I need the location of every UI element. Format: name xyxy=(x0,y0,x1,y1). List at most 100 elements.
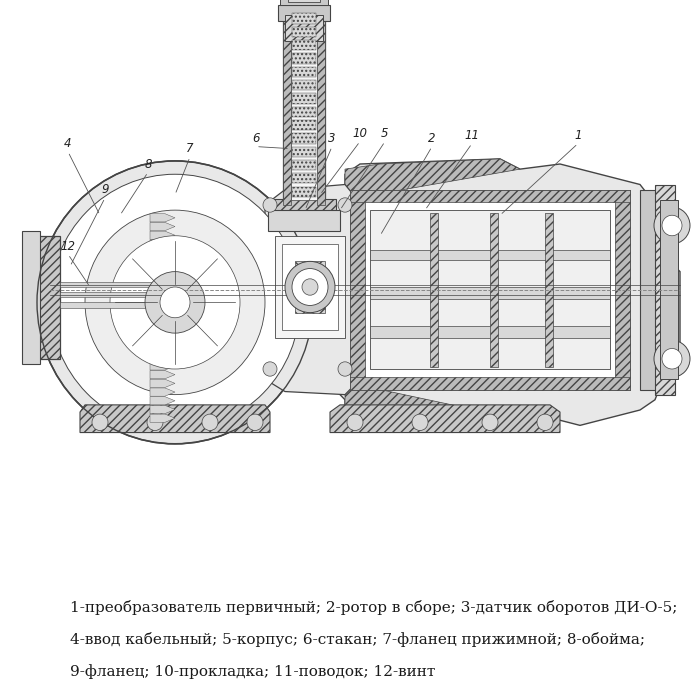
Polygon shape xyxy=(150,362,175,370)
Bar xyxy=(292,53,316,64)
Bar xyxy=(317,5,325,205)
Bar xyxy=(283,5,325,205)
Text: 5: 5 xyxy=(382,127,388,140)
Circle shape xyxy=(147,414,163,430)
Bar xyxy=(35,236,60,358)
Polygon shape xyxy=(150,370,175,379)
Circle shape xyxy=(662,216,682,236)
Polygon shape xyxy=(250,185,355,395)
Polygon shape xyxy=(80,405,270,433)
Polygon shape xyxy=(330,405,560,433)
Bar xyxy=(60,282,160,287)
Bar xyxy=(280,0,328,5)
Bar xyxy=(430,214,438,367)
Text: 2: 2 xyxy=(428,132,435,145)
Circle shape xyxy=(37,161,313,444)
Bar xyxy=(288,0,320,2)
Circle shape xyxy=(412,414,428,430)
Polygon shape xyxy=(150,309,175,318)
Bar xyxy=(292,160,316,170)
Circle shape xyxy=(338,198,352,212)
Text: 3: 3 xyxy=(328,132,336,145)
Circle shape xyxy=(202,414,218,430)
Polygon shape xyxy=(150,266,175,274)
Bar xyxy=(292,80,316,90)
Bar xyxy=(660,200,678,379)
Bar xyxy=(292,106,316,117)
Bar xyxy=(292,186,316,197)
Bar xyxy=(282,244,338,330)
Bar xyxy=(60,292,160,298)
Bar xyxy=(295,261,325,313)
Bar xyxy=(285,15,323,41)
Circle shape xyxy=(263,362,277,376)
Bar xyxy=(292,66,316,77)
Text: 7: 7 xyxy=(186,142,194,155)
Bar xyxy=(350,190,630,202)
Polygon shape xyxy=(150,405,175,414)
Circle shape xyxy=(662,349,682,369)
Polygon shape xyxy=(150,274,175,283)
Circle shape xyxy=(292,269,328,305)
Polygon shape xyxy=(345,384,500,415)
Text: 9: 9 xyxy=(102,183,108,196)
Circle shape xyxy=(247,414,263,430)
Polygon shape xyxy=(150,318,175,326)
Bar xyxy=(278,5,330,20)
Text: 6: 6 xyxy=(252,132,260,145)
Text: 8: 8 xyxy=(144,158,152,171)
Bar xyxy=(350,190,630,389)
Bar xyxy=(545,214,553,367)
Polygon shape xyxy=(150,292,175,300)
Circle shape xyxy=(50,174,300,430)
Circle shape xyxy=(654,340,690,377)
Bar xyxy=(292,133,316,144)
Polygon shape xyxy=(150,284,175,292)
Text: 4: 4 xyxy=(64,137,71,150)
Bar xyxy=(292,173,316,183)
Bar xyxy=(292,40,316,50)
Bar xyxy=(292,93,316,104)
Circle shape xyxy=(110,236,240,369)
Circle shape xyxy=(85,210,265,395)
Bar xyxy=(268,210,340,230)
Bar xyxy=(615,190,630,389)
Polygon shape xyxy=(150,231,175,239)
Circle shape xyxy=(302,279,318,295)
Circle shape xyxy=(347,414,363,430)
Polygon shape xyxy=(150,336,175,344)
Polygon shape xyxy=(150,214,175,222)
Bar xyxy=(655,185,675,395)
Circle shape xyxy=(338,362,352,376)
Text: 9-фланец; 10-прокладка; 11-поводок; 12-винт: 9-фланец; 10-прокладка; 11-поводок; 12-в… xyxy=(70,664,435,679)
Bar xyxy=(283,5,291,205)
Polygon shape xyxy=(150,240,175,248)
Text: 12: 12 xyxy=(60,239,76,253)
Circle shape xyxy=(537,414,553,430)
Bar xyxy=(370,210,610,369)
Bar xyxy=(370,326,610,338)
Bar xyxy=(292,120,316,130)
Circle shape xyxy=(654,207,690,244)
Bar xyxy=(370,287,610,300)
Bar xyxy=(292,146,316,157)
Bar xyxy=(350,190,365,389)
Text: 10: 10 xyxy=(353,127,368,140)
Polygon shape xyxy=(150,344,175,353)
Bar xyxy=(22,230,40,364)
Polygon shape xyxy=(150,327,175,335)
Circle shape xyxy=(482,414,498,430)
Circle shape xyxy=(160,287,190,318)
Polygon shape xyxy=(150,397,175,405)
Circle shape xyxy=(263,198,277,212)
Polygon shape xyxy=(150,223,175,230)
Bar xyxy=(370,250,610,260)
Bar xyxy=(292,13,316,24)
Polygon shape xyxy=(150,379,175,388)
Bar xyxy=(272,199,336,217)
Bar xyxy=(640,190,670,389)
Polygon shape xyxy=(330,159,680,426)
Text: 4-ввод кабельный; 5-корпус; 6-стакан; 7-фланец прижимной; 8-обойма;: 4-ввод кабельный; 5-корпус; 6-стакан; 7-… xyxy=(70,632,645,647)
Bar xyxy=(291,10,317,200)
Bar xyxy=(292,27,316,37)
